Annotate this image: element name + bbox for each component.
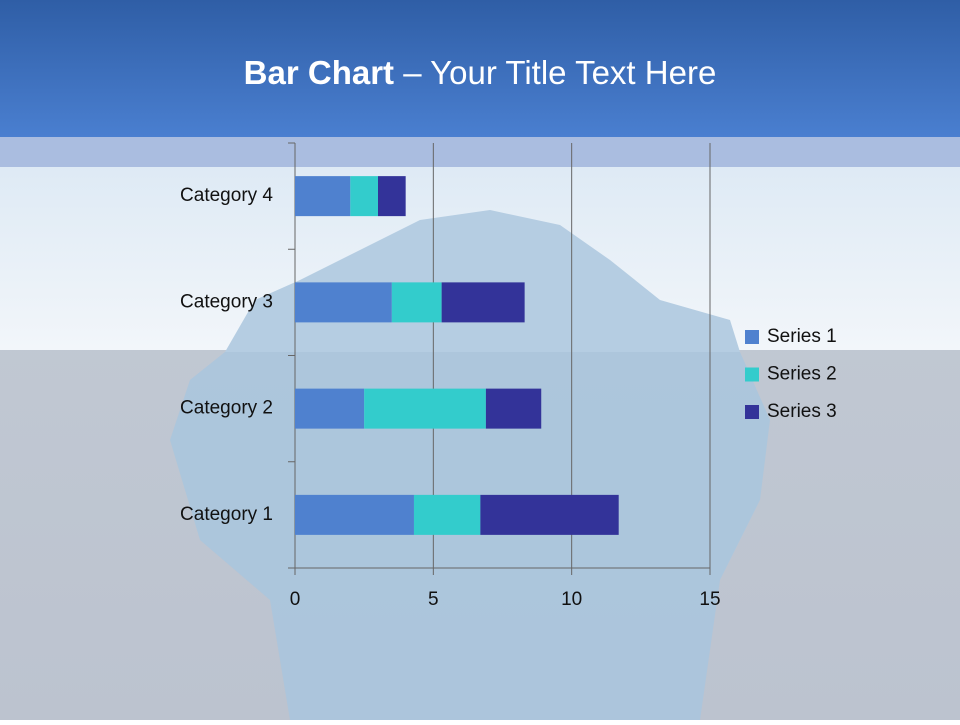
title-bold: Bar Chart [244,54,394,91]
bar [441,282,525,323]
x-tick-label: 5 [428,589,439,610]
bar [391,282,442,323]
legend-label: Series 1 [767,326,837,347]
bar [480,494,619,535]
legend-label: Series 2 [767,364,837,385]
bar [295,282,392,323]
y-tick-label: Category 2 [180,398,273,419]
slide-title: Bar Chart – Your Title Text Here [244,54,717,91]
y-tick-label: Category 1 [180,504,273,525]
legend-swatch [745,367,759,382]
bar [378,176,406,217]
iceberg-bottom [170,352,770,720]
bar [295,176,351,217]
x-tick-label: 10 [561,589,582,610]
bar [295,388,365,429]
legend-swatch [745,330,759,344]
bar [364,388,486,429]
y-tick-label: Category 4 [180,185,273,206]
band [0,137,960,167]
y-tick-label: Category 3 [180,291,273,312]
x-tick-label: 0 [290,589,301,610]
bar [413,494,481,535]
bar [485,388,542,429]
title-rest: – Your Title Text Here [403,54,716,91]
header [0,0,960,137]
legend-label: Series 3 [767,401,837,422]
bar [350,176,378,217]
bar [295,494,414,535]
x-tick-label: 15 [699,589,720,610]
legend-swatch [745,405,759,419]
